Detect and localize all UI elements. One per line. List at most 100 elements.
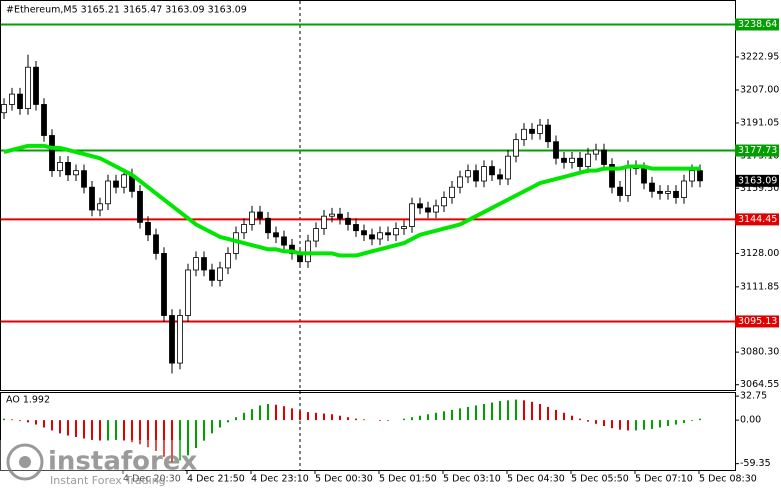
candle-body (449, 186, 455, 198)
candle-body (385, 232, 391, 236)
candle-body (305, 240, 311, 263)
level-label-bg (735, 213, 779, 226)
candle-body (113, 180, 119, 188)
candle-body (369, 234, 375, 240)
candle-body (185, 269, 191, 316)
chart-title: #Ethereum,M5 3165.21 3165.47 3163.09 316… (6, 5, 247, 16)
candle-body (217, 267, 223, 281)
level-label-bg (735, 18, 779, 31)
candle-body (537, 124, 543, 134)
candle-body (81, 170, 87, 188)
candle-body (553, 141, 559, 159)
candle-body (601, 149, 607, 165)
candle-body (417, 203, 423, 209)
y-tick-label: 3080.30 (740, 347, 779, 358)
candle-body (585, 153, 591, 167)
candle-body (225, 253, 231, 269)
candle-body (361, 230, 367, 236)
candle-body (177, 315, 183, 364)
y-tick-label: 3207.00 (740, 84, 779, 95)
candle-body (9, 93, 15, 105)
candle-body (121, 174, 127, 188)
y-tick-label: 3222.95 (740, 51, 779, 62)
candle-body (97, 203, 103, 211)
candle-body (393, 228, 399, 236)
candle-body (153, 234, 159, 254)
candle-body (593, 149, 599, 155)
x-tick-label: 4 Dec 23:10 (251, 474, 309, 485)
x-tick-label: 4 Dec 20:30 (123, 474, 181, 485)
candle-body (345, 217, 351, 225)
candle-body (201, 257, 207, 271)
candle-body (521, 128, 527, 141)
candle-body (513, 139, 519, 157)
logo: instaforex Instant Forex Trading (0, 440, 198, 489)
candle-body (25, 66, 31, 109)
candle-body (193, 257, 199, 271)
candle-body (209, 269, 215, 281)
y-tick-label: 3159.50 (740, 183, 779, 194)
candle-body (49, 135, 55, 172)
current-price-bg (735, 174, 779, 187)
candle-body (41, 104, 47, 136)
candle-body (641, 168, 647, 184)
logo-icon (6, 443, 44, 481)
logo-bg (0, 440, 185, 489)
candle-body (577, 157, 583, 167)
candle-body (649, 182, 655, 192)
ao-tick-label: 0.00 (740, 415, 761, 426)
y-tick-label: 3128.00 (740, 248, 779, 259)
candle-body (353, 224, 359, 232)
candle-body (481, 166, 487, 182)
logo-tagline: Instant Forex Trading (50, 474, 166, 487)
candle-body (169, 315, 175, 364)
y-tick-label: 3064.55 (740, 379, 779, 390)
main-panel (0, 0, 736, 391)
x-tick-label: 5 Dec 07:10 (635, 474, 693, 485)
candle-body (281, 236, 287, 246)
candle-body (241, 224, 247, 234)
level-label: 3238.64 (738, 19, 777, 30)
candle-body (561, 157, 567, 163)
candle-body (89, 186, 95, 211)
ao-tick-label: 32.75 (740, 391, 767, 402)
x-tick-label: 5 Dec 00:30 (315, 474, 373, 485)
candle-body (73, 170, 79, 176)
level-label-bg (735, 144, 779, 157)
candle-body (65, 161, 71, 176)
x-tick-label: 5 Dec 03:10 (443, 474, 501, 485)
y-tick-label: 3111.85 (740, 281, 779, 292)
candle-body (105, 180, 111, 205)
candle-body (273, 232, 279, 238)
x-tick-label: 5 Dec 01:50 (379, 474, 437, 485)
candle-body (313, 228, 319, 242)
candle-body (673, 190, 679, 198)
x-tick-label: 4 Dec 21:50 (187, 474, 245, 485)
level-label: 3144.45 (738, 214, 777, 225)
candle-body (465, 170, 471, 178)
x-tick-label: 5 Dec 05:50 (571, 474, 629, 485)
candle-body (17, 93, 23, 109)
candle-body (321, 215, 327, 230)
candle-body (625, 166, 631, 196)
candle-body (257, 211, 263, 219)
candle-body (569, 157, 575, 163)
candle-body (681, 180, 687, 198)
candle-body (33, 66, 39, 105)
y-tick-label: 3191.05 (740, 117, 779, 128)
candle-body (529, 128, 535, 134)
candle-body (337, 213, 343, 219)
level-label: 3177.73 (738, 145, 777, 156)
candle-body (409, 203, 415, 227)
logo-name: instaforex (48, 447, 198, 477)
candle-body (57, 161, 63, 172)
candle-body (473, 170, 479, 182)
candle-body (401, 226, 407, 230)
candle-body (497, 174, 503, 180)
candle-body (1, 104, 7, 114)
candle-body (137, 190, 143, 223)
candle-body (265, 217, 271, 234)
logo-icon-core (19, 456, 31, 468)
candle-body (433, 205, 439, 213)
